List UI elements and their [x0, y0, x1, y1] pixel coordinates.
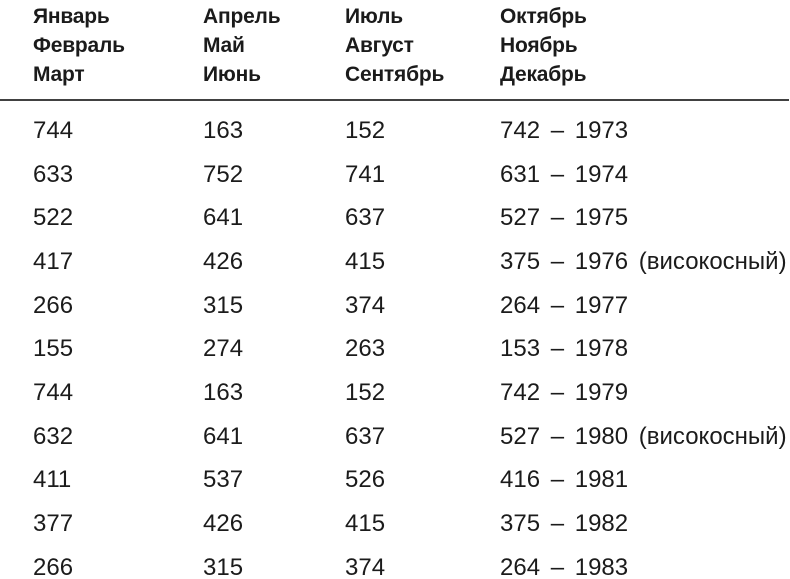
table-header: Январь Февраль Март Апрель Май Июнь Июль…	[0, 0, 790, 89]
header-col-winter: Январь Февраль Март	[0, 2, 170, 89]
table-row: 417 426 415 375 – 1976 (високосный)	[0, 240, 790, 284]
number-cell: 415	[345, 510, 386, 538]
number-cell: 426	[203, 247, 244, 275]
number-cell: 741	[345, 160, 386, 188]
month-label: Октябрь	[500, 5, 587, 28]
header-col-summer: Июль Август Сентябрь	[312, 2, 467, 89]
number-cell: 374	[345, 553, 386, 579]
number-cell: 744	[33, 378, 74, 406]
month-label: Март	[33, 63, 85, 86]
number-cell: 526	[345, 466, 386, 494]
number-cell: 632	[33, 422, 74, 450]
year-value-cell: 742 – 1973	[500, 116, 629, 144]
header-col-autumn: Октябрь Ноябрь Декабрь	[467, 2, 790, 89]
month-label: Февраль	[33, 34, 125, 57]
month-label: Апрель	[203, 5, 281, 28]
table-row: 744 163 152 742 – 1973	[0, 109, 790, 153]
year-value-cell: 264 – 1983	[500, 553, 629, 579]
year-value-cell: 375 – 1976 (високосный)	[500, 247, 787, 275]
table-row: 633 752 741 631 – 1974	[0, 153, 790, 197]
month-label: Июнь	[203, 63, 261, 86]
number-cell: 163	[203, 116, 244, 144]
table-row: 266 315 374 264 – 1977	[0, 284, 790, 328]
year-value-cell: 264 – 1977	[500, 291, 629, 319]
number-cell: 522	[33, 204, 74, 232]
number-cell: 266	[33, 553, 74, 579]
month-label: Сентябрь	[345, 63, 445, 86]
number-cell: 744	[33, 116, 74, 144]
number-cell: 641	[203, 204, 244, 232]
number-cell: 633	[33, 160, 74, 188]
header-col-spring: Апрель Май Июнь	[170, 2, 312, 89]
number-cell: 163	[203, 378, 244, 406]
month-label: Май	[203, 34, 245, 57]
header-divider	[0, 99, 789, 101]
number-cell: 537	[203, 466, 244, 494]
table-body: 744 163 152 742 – 1973 633 752 741 631 – 1974 52…	[0, 101, 790, 579]
table-row: 632 641 637 527 – 1980 (високосный)	[0, 415, 790, 459]
table-row: 744 163 152 742 – 1979	[0, 371, 790, 415]
table-row: 522 641 637 527 – 1975	[0, 196, 790, 240]
year-value-cell: 375 – 1982	[500, 510, 629, 538]
month-label: Январь	[33, 5, 110, 28]
number-cell: 315	[203, 291, 244, 319]
number-cell: 417	[33, 247, 74, 275]
year-value-cell: 153 – 1978	[500, 335, 629, 363]
table-row: 411 537 526 416 – 1981	[0, 459, 790, 503]
month-label: Август	[345, 34, 414, 57]
year-value-cell: 527 – 1980 (високосный)	[500, 422, 787, 450]
number-cell: 752	[203, 160, 244, 188]
number-cell: 637	[345, 204, 386, 232]
month-label: Ноябрь	[500, 34, 578, 57]
number-cell: 641	[203, 422, 244, 450]
table-row: 155 274 263 153 – 1978	[0, 327, 790, 371]
table-row: 266 315 374 264 – 1983	[0, 546, 790, 579]
number-cell: 274	[203, 335, 244, 363]
year-value-cell: 527 – 1975	[500, 204, 629, 232]
number-cell: 411	[33, 466, 72, 494]
number-cell: 152	[345, 378, 386, 406]
number-cell: 374	[345, 291, 386, 319]
month-label: Декабрь	[500, 63, 587, 86]
number-cell: 637	[345, 422, 386, 450]
year-value-cell: 631 – 1974	[500, 160, 629, 188]
month-label: Июль	[345, 5, 403, 28]
number-cell: 415	[345, 247, 386, 275]
table-row: 377 426 415 375 – 1982	[0, 502, 790, 546]
number-cell: 266	[33, 291, 74, 319]
year-value-cell: 742 – 1979	[500, 378, 629, 406]
number-cell: 377	[33, 510, 74, 538]
number-cell: 315	[203, 553, 244, 579]
year-value-cell: 416 – 1981	[500, 466, 629, 494]
number-cell: 263	[345, 335, 386, 363]
number-cell: 426	[203, 510, 244, 538]
number-cell: 152	[345, 116, 386, 144]
number-cell: 155	[33, 335, 74, 363]
